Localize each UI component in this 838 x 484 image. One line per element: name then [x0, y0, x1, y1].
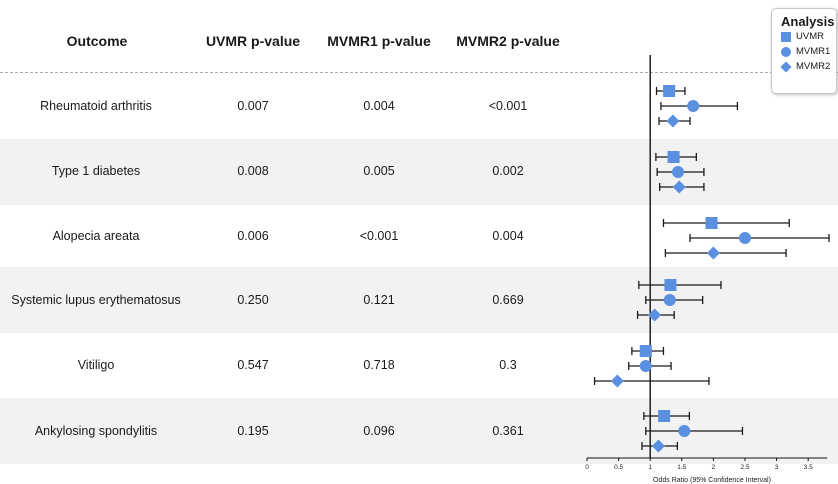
square-marker: [663, 85, 676, 97]
x-tick-label: 2.5: [740, 464, 749, 471]
diamond-marker: [648, 308, 662, 322]
square-marker: [664, 279, 677, 291]
outcome-label: Systemic lupus erythematosus: [11, 293, 181, 307]
square-marker: [667, 151, 680, 163]
mvmr2-pvalue: <0.001: [488, 99, 528, 113]
forest-plot-marks: [593, 55, 830, 458]
uvmr-pvalue: 0.007: [237, 99, 269, 113]
x-tick-label: 3: [775, 464, 779, 471]
circle-marker: [639, 360, 652, 372]
outcome-label: Type 1 diabetes: [51, 164, 141, 178]
diamond-marker: [666, 114, 680, 128]
x-tick-label: 1: [648, 464, 652, 471]
x-tick-label: 3.5: [804, 464, 813, 471]
circle-marker: [687, 100, 700, 112]
mvmr1-pvalue: 0.121: [363, 293, 395, 307]
diamond-marker: [610, 374, 624, 388]
mvmr1-pvalue: 0.096: [363, 424, 395, 438]
circle-marker-icon: [781, 47, 791, 57]
outcome-label: Vitiligo: [77, 358, 115, 372]
header-separator: [0, 72, 838, 73]
diamond-marker: [706, 246, 720, 260]
header-uvmr-pvalue: UVMR p-value: [205, 33, 301, 49]
uvmr-pvalue: 0.547: [237, 358, 269, 372]
outcome-label: Rheumatoid arthritis: [40, 99, 152, 113]
x-axis: 0 0.5 1 1.5 2 2.5 3 3.5 Odds Ratio (95% Confiden…: [585, 457, 828, 484]
mvmr2-pvalue: 0.002: [492, 164, 524, 178]
circle-marker: [739, 232, 751, 244]
uvmr-pvalue: 0.008: [237, 164, 269, 178]
outcome-label: Alopecia areata: [52, 229, 140, 243]
uvmr-pvalue: 0.195: [237, 424, 269, 438]
mvmr2-pvalue: 0.004: [492, 229, 524, 243]
circle-marker: [672, 166, 685, 178]
uvmr-pvalue: 0.006: [237, 229, 269, 243]
mvmr2-pvalue: 0.3: [499, 358, 517, 372]
square-marker: [658, 410, 671, 422]
header-mvmr1-pvalue: MVMR1 p-value: [327, 33, 431, 49]
mvmr1-pvalue: <0.001: [359, 229, 399, 243]
header-outcome: Outcome: [66, 33, 128, 49]
x-axis-label: Odds Ratio (95% Confidence Interval): [653, 477, 771, 484]
mvmr1-pvalue: 0.718: [363, 358, 395, 372]
mvmr2-pvalue: 0.669: [492, 293, 524, 307]
diamond-marker: [651, 439, 665, 453]
mvmr1-pvalue: 0.005: [363, 164, 395, 178]
x-tick-label: 2: [712, 464, 716, 471]
legend-label: UVMR: [796, 31, 824, 42]
x-tick-label: 1.5: [677, 464, 686, 471]
circle-marker: [678, 425, 691, 437]
legend: Analysis UVMR MVMR1 MVMR2: [771, 8, 837, 94]
x-tick-label: 0.5: [614, 464, 623, 471]
legend-label: MVMR1: [796, 46, 831, 57]
uvmr-pvalue: 0.250: [237, 293, 269, 307]
diamond-marker: [672, 180, 686, 194]
square-marker: [639, 345, 652, 357]
x-tick-label: 0: [585, 464, 589, 471]
mvmr2-pvalue: 0.361: [492, 424, 524, 438]
legend-label: MVMR2: [796, 61, 831, 72]
mvmr1-pvalue: 0.004: [363, 99, 395, 113]
outcome-label: Ankylosing spondylitis: [34, 424, 158, 438]
legend-title: Analysis: [781, 14, 835, 29]
square-marker-icon: [781, 32, 791, 42]
diamond-marker-icon: [780, 61, 792, 73]
header-mvmr2-pvalue: MVMR2 p-value: [456, 33, 560, 49]
circle-marker: [663, 294, 676, 306]
square-marker: [705, 217, 718, 229]
